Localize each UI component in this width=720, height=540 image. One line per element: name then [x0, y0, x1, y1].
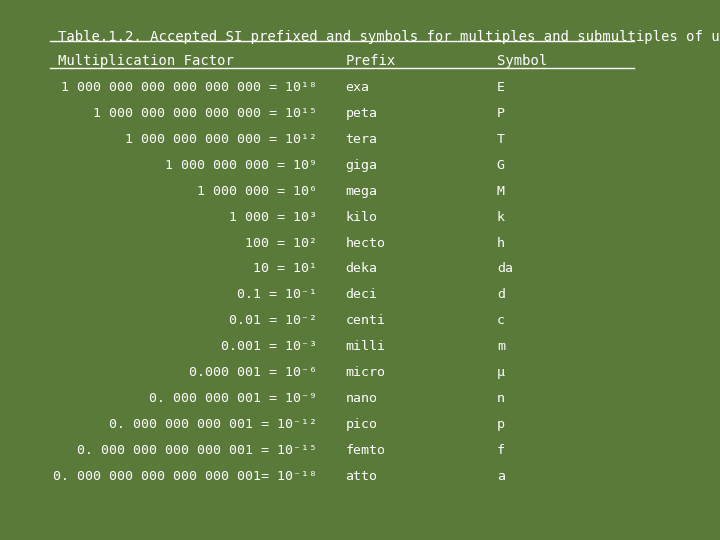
Text: 0.1 = 10⁻¹: 0.1 = 10⁻¹ — [237, 288, 317, 301]
Text: kilo: kilo — [346, 211, 377, 224]
Text: c: c — [497, 314, 505, 327]
Text: 1 000 000 000 = 10⁹: 1 000 000 000 = 10⁹ — [165, 159, 317, 172]
Text: giga: giga — [346, 159, 377, 172]
Text: deci: deci — [346, 288, 377, 301]
Text: Symbol: Symbol — [497, 54, 547, 68]
Text: deka: deka — [346, 262, 377, 275]
Text: 100 = 10²: 100 = 10² — [245, 237, 317, 249]
Text: 10 = 10¹: 10 = 10¹ — [253, 262, 317, 275]
Text: 0. 000 000 000 000 000 001= 10⁻¹⁸: 0. 000 000 000 000 000 001= 10⁻¹⁸ — [53, 470, 317, 483]
Text: hecto: hecto — [346, 237, 386, 249]
Text: a: a — [497, 470, 505, 483]
Text: n: n — [497, 392, 505, 405]
Text: P: P — [497, 107, 505, 120]
Text: μ: μ — [497, 366, 505, 379]
Text: f: f — [497, 444, 505, 457]
Text: Prefix: Prefix — [346, 54, 396, 68]
Text: milli: milli — [346, 340, 386, 353]
Text: atto: atto — [346, 470, 377, 483]
Text: m: m — [497, 340, 505, 353]
Text: da: da — [497, 262, 513, 275]
Text: k: k — [497, 211, 505, 224]
Text: h: h — [497, 237, 505, 249]
Text: nano: nano — [346, 392, 377, 405]
Text: 0. 000 000 000 001 = 10⁻¹²: 0. 000 000 000 001 = 10⁻¹² — [109, 418, 317, 431]
Text: pico: pico — [346, 418, 377, 431]
Text: 1 000 = 10³: 1 000 = 10³ — [229, 211, 317, 224]
Text: 0.001 = 10⁻³: 0.001 = 10⁻³ — [221, 340, 317, 353]
Text: T: T — [497, 133, 505, 146]
Text: d: d — [497, 288, 505, 301]
Text: 1 000 000 000 000 = 10¹²: 1 000 000 000 000 = 10¹² — [125, 133, 317, 146]
Text: 1 000 000 000 000 000 000 = 10¹⁸: 1 000 000 000 000 000 000 = 10¹⁸ — [60, 81, 317, 94]
Text: exa: exa — [346, 81, 369, 94]
Text: 1 000 000 000 000 000 = 10¹⁵: 1 000 000 000 000 000 = 10¹⁵ — [93, 107, 317, 120]
Text: M: M — [497, 185, 505, 198]
Text: 0.01 = 10⁻²: 0.01 = 10⁻² — [229, 314, 317, 327]
Text: tera: tera — [346, 133, 377, 146]
Text: p: p — [497, 418, 505, 431]
Text: mega: mega — [346, 185, 377, 198]
Text: femto: femto — [346, 444, 386, 457]
Text: 1 000 000 = 10⁶: 1 000 000 = 10⁶ — [197, 185, 317, 198]
Text: peta: peta — [346, 107, 377, 120]
Text: 0. 000 000 001 = 10⁻⁹: 0. 000 000 001 = 10⁻⁹ — [149, 392, 317, 405]
Text: micro: micro — [346, 366, 386, 379]
Text: Multiplication Factor: Multiplication Factor — [58, 54, 233, 68]
Text: 0. 000 000 000 000 001 = 10⁻¹⁵: 0. 000 000 000 000 001 = 10⁻¹⁵ — [77, 444, 317, 457]
Text: E: E — [497, 81, 505, 94]
Text: 0.000 001 = 10⁻⁶: 0.000 001 = 10⁻⁶ — [189, 366, 317, 379]
Text: Table.1.2. Accepted SI prefixed and symbols for multiples and submultiples of un: Table.1.2. Accepted SI prefixed and symb… — [58, 30, 720, 44]
Text: centi: centi — [346, 314, 386, 327]
Text: G: G — [497, 159, 505, 172]
